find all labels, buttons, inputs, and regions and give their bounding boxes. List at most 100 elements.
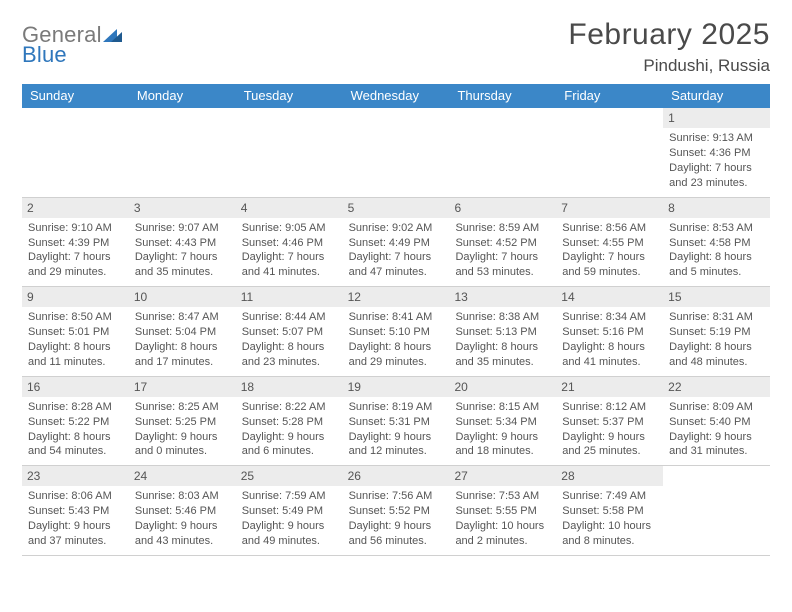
title-block: February 2025 Pindushi, Russia xyxy=(568,18,770,76)
logo: GeneralBlue xyxy=(22,18,125,68)
sunrise-text: Sunrise: 9:07 AM xyxy=(135,221,230,236)
daylight-text: Daylight: 8 hours xyxy=(135,340,230,355)
day-cell: 17Sunrise: 8:25 AMSunset: 5:25 PMDayligh… xyxy=(129,377,236,466)
day-cell xyxy=(556,108,663,197)
day-cell: 7Sunrise: 8:56 AMSunset: 4:55 PMDaylight… xyxy=(556,198,663,287)
sunrise-text: Sunrise: 8:22 AM xyxy=(242,400,337,415)
daylight-text: Daylight: 10 hours xyxy=(562,519,657,534)
day-number: 3 xyxy=(129,198,236,218)
daylight-text: and 23 minutes. xyxy=(669,176,764,191)
sunset-text: Sunset: 5:46 PM xyxy=(135,504,230,519)
daylight-text: and 35 minutes. xyxy=(455,355,550,370)
sunrise-text: Sunrise: 8:47 AM xyxy=(135,310,230,325)
daylight-text: and 29 minutes. xyxy=(349,355,444,370)
day-number: 12 xyxy=(343,287,450,307)
sunset-text: Sunset: 5:19 PM xyxy=(669,325,764,340)
daylight-text: and 49 minutes. xyxy=(242,534,337,549)
day-cell xyxy=(663,466,770,555)
sunrise-text: Sunrise: 8:03 AM xyxy=(135,489,230,504)
daylight-text: Daylight: 7 hours xyxy=(562,250,657,265)
daylight-text: and 17 minutes. xyxy=(135,355,230,370)
daylight-text: and 47 minutes. xyxy=(349,265,444,280)
sunset-text: Sunset: 4:36 PM xyxy=(669,146,764,161)
sunrise-text: Sunrise: 7:59 AM xyxy=(242,489,337,504)
location-label: Pindushi, Russia xyxy=(568,56,770,76)
sunset-text: Sunset: 5:58 PM xyxy=(562,504,657,519)
sunset-text: Sunset: 5:13 PM xyxy=(455,325,550,340)
daylight-text: and 43 minutes. xyxy=(135,534,230,549)
day-cell: 16Sunrise: 8:28 AMSunset: 5:22 PMDayligh… xyxy=(22,377,129,466)
day-cell xyxy=(236,108,343,197)
daylight-text: and 59 minutes. xyxy=(562,265,657,280)
daylight-text: and 23 minutes. xyxy=(242,355,337,370)
day-cell xyxy=(343,108,450,197)
daylight-text: and 56 minutes. xyxy=(349,534,444,549)
sunrise-text: Sunrise: 8:44 AM xyxy=(242,310,337,325)
day-number: 8 xyxy=(663,198,770,218)
daylight-text: and 25 minutes. xyxy=(562,444,657,459)
daylight-text: Daylight: 10 hours xyxy=(455,519,550,534)
daylight-text: Daylight: 7 hours xyxy=(455,250,550,265)
daylight-text: and 31 minutes. xyxy=(669,444,764,459)
sunset-text: Sunset: 4:46 PM xyxy=(242,236,337,251)
day-number: 17 xyxy=(129,377,236,397)
daylight-text: Daylight: 9 hours xyxy=(135,519,230,534)
daylight-text: Daylight: 9 hours xyxy=(28,519,123,534)
daylight-text: Daylight: 9 hours xyxy=(349,430,444,445)
sunset-text: Sunset: 5:37 PM xyxy=(562,415,657,430)
daylight-text: Daylight: 7 hours xyxy=(349,250,444,265)
day-number: 28 xyxy=(556,466,663,486)
sunset-text: Sunset: 5:40 PM xyxy=(669,415,764,430)
sunset-text: Sunset: 5:31 PM xyxy=(349,415,444,430)
week-row: 1Sunrise: 9:13 AMSunset: 4:36 PMDaylight… xyxy=(22,108,770,198)
day-cell: 22Sunrise: 8:09 AMSunset: 5:40 PMDayligh… xyxy=(663,377,770,466)
day-cell: 24Sunrise: 8:03 AMSunset: 5:46 PMDayligh… xyxy=(129,466,236,555)
day-cell: 19Sunrise: 8:19 AMSunset: 5:31 PMDayligh… xyxy=(343,377,450,466)
day-number: 2 xyxy=(22,198,129,218)
dayname-tue: Tuesday xyxy=(236,84,343,108)
sunrise-text: Sunrise: 8:31 AM xyxy=(669,310,764,325)
day-cell: 26Sunrise: 7:56 AMSunset: 5:52 PMDayligh… xyxy=(343,466,450,555)
daylight-text: and 0 minutes. xyxy=(135,444,230,459)
day-number: 6 xyxy=(449,198,556,218)
month-title: February 2025 xyxy=(568,18,770,52)
daylight-text: and 54 minutes. xyxy=(28,444,123,459)
daylight-text: Daylight: 9 hours xyxy=(669,430,764,445)
day-number: 20 xyxy=(449,377,556,397)
sunset-text: Sunset: 5:49 PM xyxy=(242,504,337,519)
sunrise-text: Sunrise: 8:15 AM xyxy=(455,400,550,415)
day-number: 21 xyxy=(556,377,663,397)
sunrise-text: Sunrise: 7:49 AM xyxy=(562,489,657,504)
day-number: 5 xyxy=(343,198,450,218)
sunset-text: Sunset: 5:43 PM xyxy=(28,504,123,519)
daylight-text: Daylight: 9 hours xyxy=(562,430,657,445)
daylight-text: and 41 minutes. xyxy=(242,265,337,280)
day-cell: 11Sunrise: 8:44 AMSunset: 5:07 PMDayligh… xyxy=(236,287,343,376)
daylight-text: Daylight: 9 hours xyxy=(455,430,550,445)
day-number: 23 xyxy=(22,466,129,486)
sunset-text: Sunset: 5:07 PM xyxy=(242,325,337,340)
day-number: 22 xyxy=(663,377,770,397)
week-row: 23Sunrise: 8:06 AMSunset: 5:43 PMDayligh… xyxy=(22,466,770,556)
header: GeneralBlue February 2025 Pindushi, Russ… xyxy=(22,18,770,76)
calendar: Sunday Monday Tuesday Wednesday Thursday… xyxy=(22,84,770,556)
sunset-text: Sunset: 4:49 PM xyxy=(349,236,444,251)
day-number: 26 xyxy=(343,466,450,486)
sunset-text: Sunset: 5:04 PM xyxy=(135,325,230,340)
sunrise-text: Sunrise: 7:56 AM xyxy=(349,489,444,504)
week-row: 9Sunrise: 8:50 AMSunset: 5:01 PMDaylight… xyxy=(22,287,770,377)
sunrise-text: Sunrise: 8:59 AM xyxy=(455,221,550,236)
sunrise-text: Sunrise: 8:53 AM xyxy=(669,221,764,236)
dayname-wed: Wednesday xyxy=(343,84,450,108)
sunrise-text: Sunrise: 8:56 AM xyxy=(562,221,657,236)
day-cell: 4Sunrise: 9:05 AMSunset: 4:46 PMDaylight… xyxy=(236,198,343,287)
sunset-text: Sunset: 5:28 PM xyxy=(242,415,337,430)
daylight-text: Daylight: 8 hours xyxy=(28,340,123,355)
daylight-text: and 11 minutes. xyxy=(28,355,123,370)
day-cell: 6Sunrise: 8:59 AMSunset: 4:52 PMDaylight… xyxy=(449,198,556,287)
week-row: 16Sunrise: 8:28 AMSunset: 5:22 PMDayligh… xyxy=(22,377,770,467)
day-number: 4 xyxy=(236,198,343,218)
day-cell: 13Sunrise: 8:38 AMSunset: 5:13 PMDayligh… xyxy=(449,287,556,376)
daylight-text: Daylight: 8 hours xyxy=(562,340,657,355)
day-number: 9 xyxy=(22,287,129,307)
